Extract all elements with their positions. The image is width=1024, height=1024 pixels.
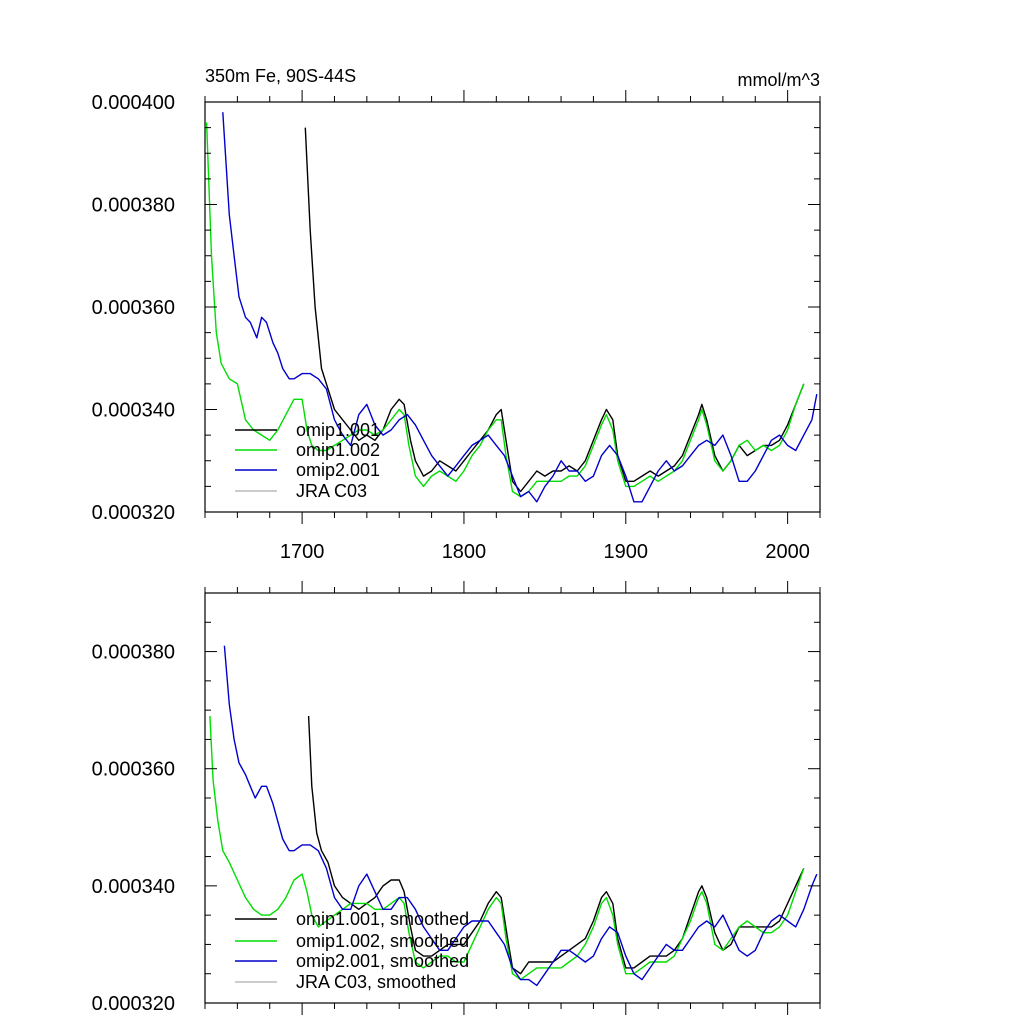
bottom-ytick-label-2: 0.000360 xyxy=(92,759,175,781)
top-xtick-label-0: 1700 xyxy=(280,541,325,563)
bottom-legend-label-3: JRA C03, smoothed xyxy=(296,972,456,992)
bottom-ytick-label-0: 0.000320 xyxy=(92,993,175,1015)
top-title-right: mmol/m^3 xyxy=(738,70,820,90)
bottom-series-line-0 xyxy=(307,715,805,975)
top-ytick-label-4: 0.000400 xyxy=(92,92,175,114)
top-ytick-label-1: 0.000340 xyxy=(92,400,175,422)
top-panel: 350m Fe, 90S-44S mmol/m^3 0.0003200.0003… xyxy=(92,66,821,563)
bottom-legend-label-0: omip1.001, smoothed xyxy=(296,909,469,929)
top-plot-area: 0.000320 0.000340 0.000360 0.000380 0.000400… xyxy=(92,90,821,563)
bottom-plot-area: 0.000320 0.000340 0.000360 0.000380 xyxy=(92,581,821,1015)
bottom-ytick-label-3: 0.000380 xyxy=(92,642,175,664)
top-ytick-label-3: 0.000380 xyxy=(92,195,175,217)
top-legend-label-0: omip1.001 xyxy=(296,420,380,440)
bottom-panel: 0.000320 0.000340 0.000360 0.000380 omip1.0… xyxy=(92,581,821,1015)
bottom-series-line-1 xyxy=(209,715,805,981)
top-series-line-0 xyxy=(304,127,805,493)
top-legend: omip1.001 omip1.002 omip2.001 JRA C03 xyxy=(235,420,380,501)
bottom-ytick-label-1: 0.000340 xyxy=(92,876,175,898)
bottom-legend-label-2: omip2.001, smoothed xyxy=(296,951,469,971)
top-xtick-label-2: 1900 xyxy=(604,541,649,563)
top-xtick-label-1: 1800 xyxy=(442,541,487,563)
top-title-left: 350m Fe, 90S-44S xyxy=(205,66,356,86)
top-ytick-label-0: 0.000320 xyxy=(92,502,175,524)
top-xtick-label-3: 2000 xyxy=(765,541,810,563)
top-series-line-2 xyxy=(222,112,818,503)
bottom-legend: omip1.001, smoothed omip1.002, smoothed … xyxy=(235,909,469,992)
top-legend-label-1: omip1.002 xyxy=(296,440,380,460)
top-series-line-1 xyxy=(205,122,805,498)
bottom-legend-label-1: omip1.002, smoothed xyxy=(296,931,469,951)
top-ytick-label-2: 0.000360 xyxy=(92,297,175,319)
bottom-series-line-2 xyxy=(223,645,818,987)
top-legend-label-2: omip2.001 xyxy=(296,460,380,480)
top-legend-label-3: JRA C03 xyxy=(296,481,367,501)
